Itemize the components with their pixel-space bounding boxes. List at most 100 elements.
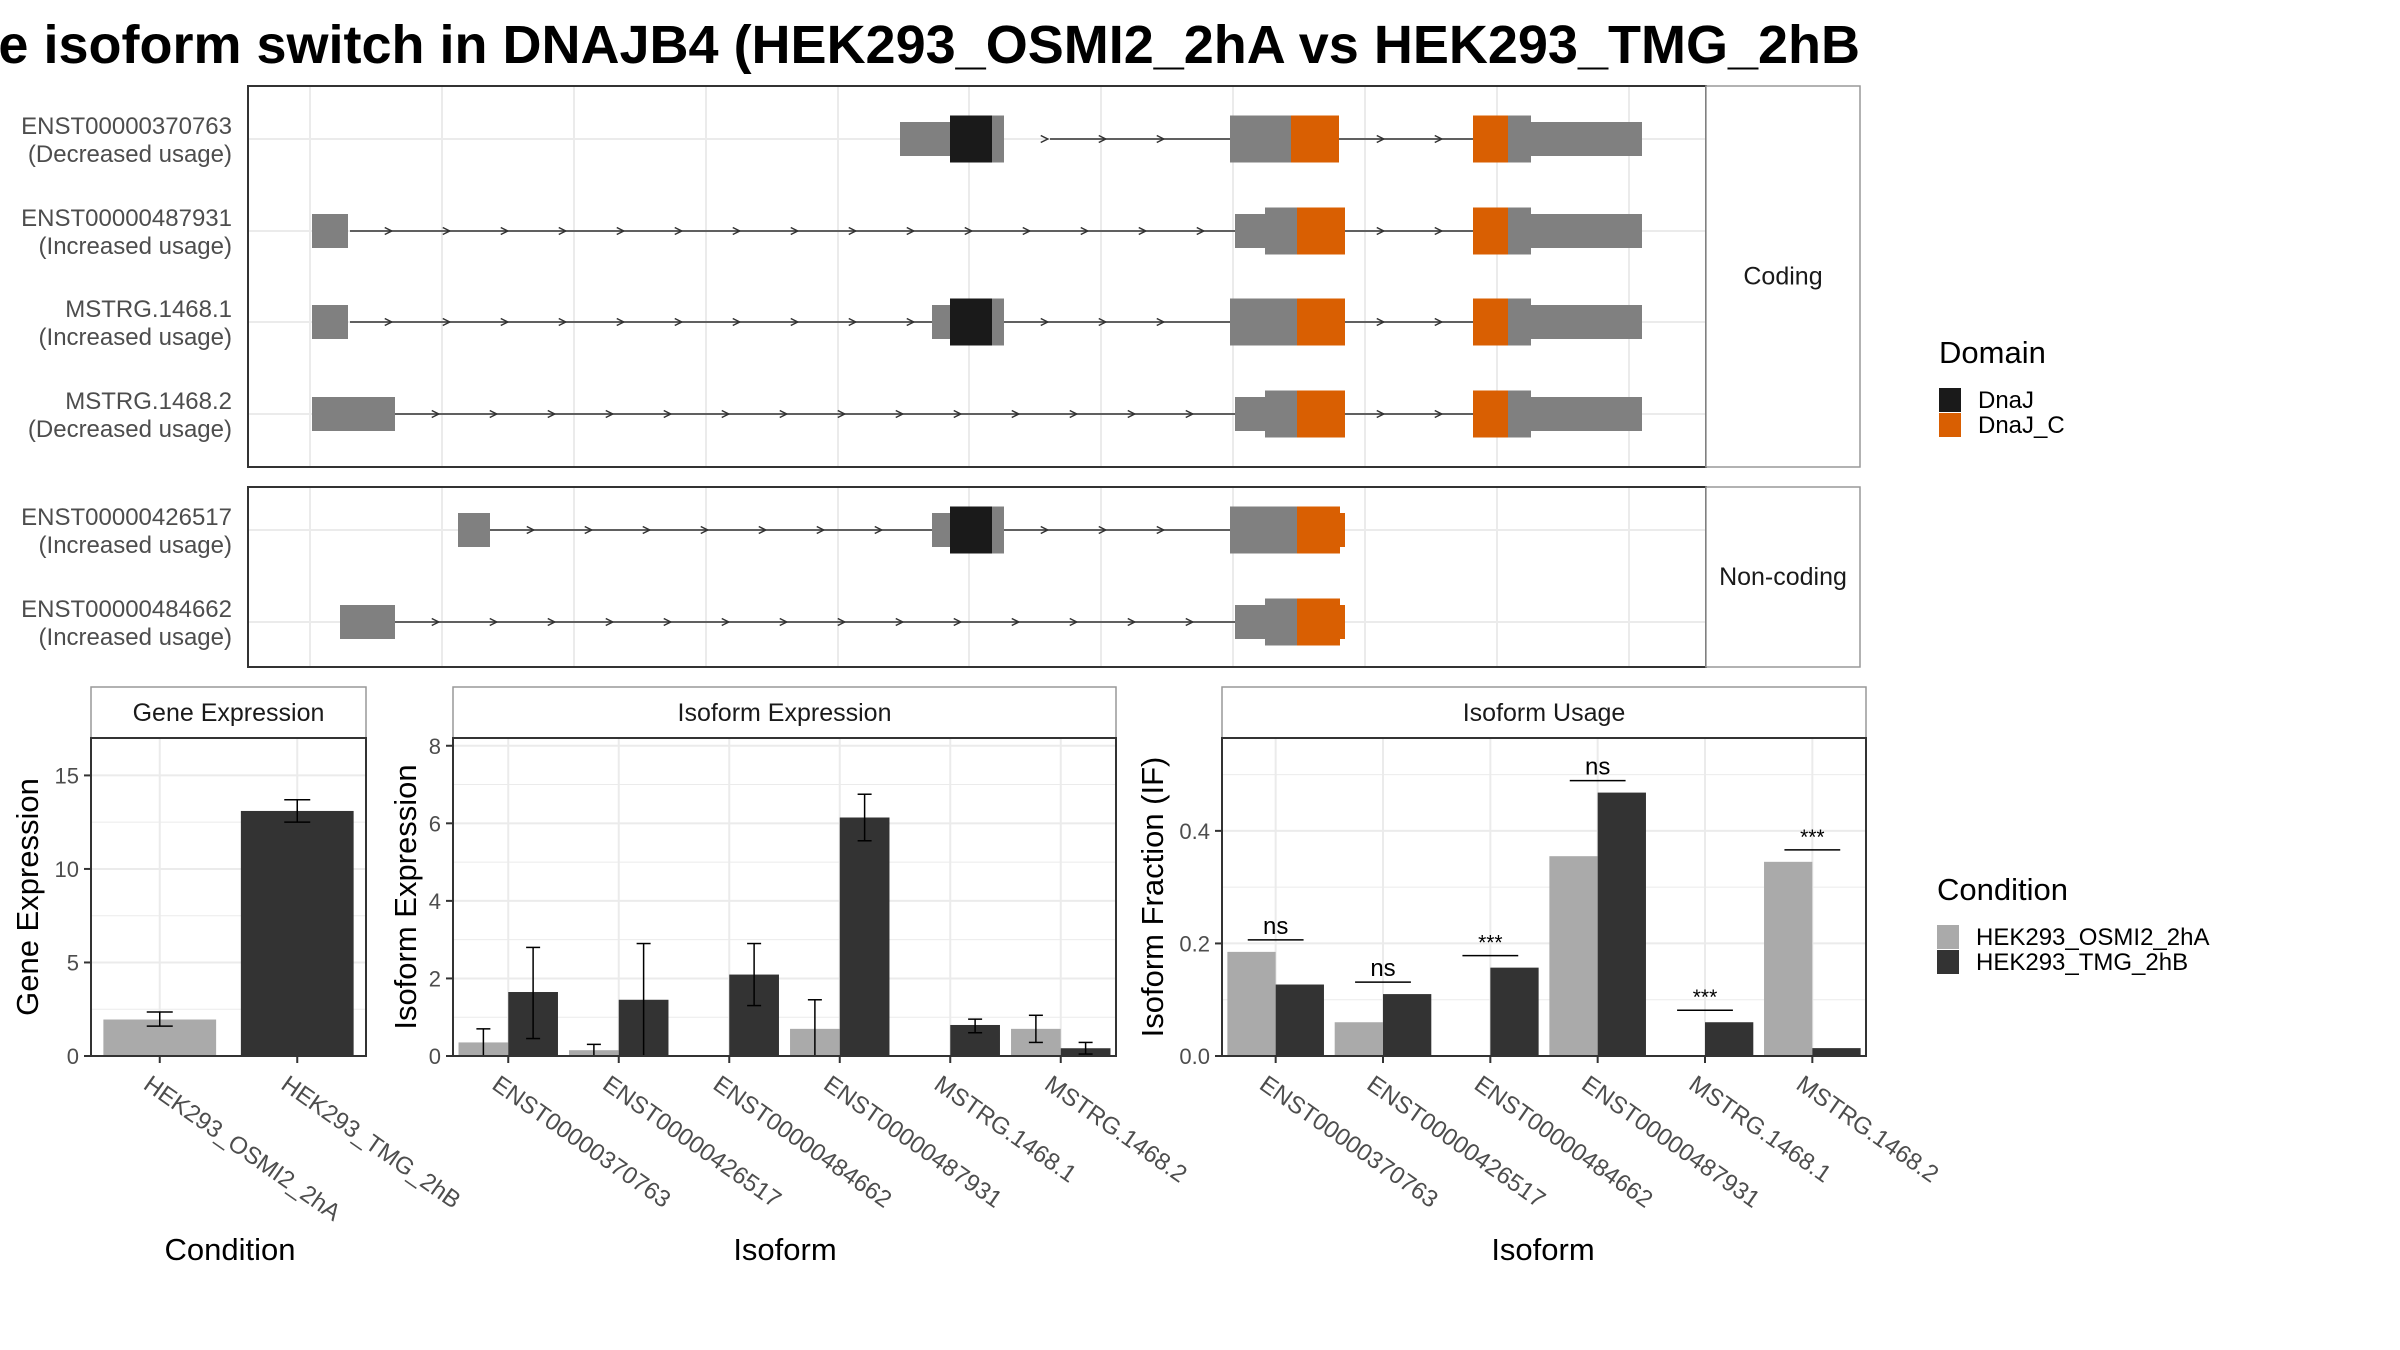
intron-direction-arrow xyxy=(1196,226,1206,236)
exon-block xyxy=(1508,207,1531,255)
exon-block xyxy=(932,305,950,339)
intron-direction-arrow xyxy=(1376,317,1386,327)
exon-block xyxy=(1531,305,1642,339)
dnaj-c-domain-block xyxy=(1473,115,1508,163)
intron-direction-arrow xyxy=(732,226,742,236)
intron-direction-arrow xyxy=(732,317,742,327)
transcript-id-label: ENST00000426517 xyxy=(21,504,232,531)
significance-label: *** xyxy=(1693,986,1718,1009)
y-tick-label: 0.4 xyxy=(1179,819,1210,844)
y-tick-label: 0.2 xyxy=(1179,931,1210,956)
bar xyxy=(1705,1022,1754,1056)
exon-block xyxy=(1235,397,1265,431)
significance-label: ns xyxy=(1370,955,1395,982)
y-tick-label: 15 xyxy=(55,763,79,788)
intron-direction-arrow xyxy=(558,317,568,327)
intron-direction-arrow xyxy=(1434,409,1444,419)
exon-block xyxy=(992,506,1004,554)
dnaj-c-domain-block xyxy=(1473,390,1508,438)
transcript-id-label: MSTRG.1468.1 xyxy=(65,296,232,323)
exon-block xyxy=(1230,298,1297,346)
transcript-id-label: MSTRG.1468.2 xyxy=(65,388,232,415)
exon-block xyxy=(458,513,490,547)
transcript-usage-label: (Increased usage) xyxy=(39,233,232,260)
x-tick-label: ENST00000370763 xyxy=(1255,1071,1443,1214)
exon-block xyxy=(312,305,348,339)
x-tick-label: ENST00000370763 xyxy=(487,1071,675,1214)
x-tick-label: ENST00000484662 xyxy=(1469,1071,1657,1214)
exon-block xyxy=(1230,115,1291,163)
facet-strip-label: Coding xyxy=(1743,263,1822,291)
significance-label: *** xyxy=(1478,932,1503,955)
y-axis-title: Isoform Expression xyxy=(388,764,423,1029)
y-axis-title: Gene Expression xyxy=(10,778,45,1016)
transcript-usage-label: (Increased usage) xyxy=(39,624,232,651)
y-tick-label: 6 xyxy=(429,811,441,836)
transcript-id-label: ENST00000370763 xyxy=(21,113,232,140)
intron-direction-arrow xyxy=(1376,409,1386,419)
domain-legend-title: Domain xyxy=(1939,335,2046,370)
chart-title: Gene Expression xyxy=(133,699,325,727)
intron-direction-arrow xyxy=(558,226,568,236)
transcript-usage-label: (Increased usage) xyxy=(39,324,232,351)
exon-block xyxy=(1508,115,1531,163)
condition-legend-label: HEK293_TMG_2hB xyxy=(1976,949,2188,976)
condition-legend-key xyxy=(1937,925,1959,949)
chart-title: Isoform Expression xyxy=(678,699,892,727)
intron-direction-arrow xyxy=(1156,134,1166,144)
intron-direction-arrow xyxy=(700,525,710,535)
intron-direction-arrow xyxy=(1376,226,1386,236)
plot-panel-border xyxy=(90,737,367,1057)
intron-direction-arrow xyxy=(848,317,858,327)
intron-direction-arrow xyxy=(1434,317,1444,327)
intron-direction-arrow xyxy=(431,409,441,419)
intron-direction-arrow xyxy=(431,617,441,627)
x-tick-label: ENST00000484662 xyxy=(708,1071,896,1214)
intron-direction-arrow xyxy=(953,409,963,419)
dnaj-c-domain-block xyxy=(1340,605,1345,639)
intron-direction-arrow xyxy=(1138,226,1148,236)
intron-direction-arrow xyxy=(837,409,847,419)
bar xyxy=(1275,984,1324,1056)
intron-direction-arrow xyxy=(1040,134,1050,144)
intron-direction-arrow xyxy=(1069,617,1079,627)
condition-legend-title: Condition xyxy=(1937,872,2068,907)
transcript-id-label: ENST00000484662 xyxy=(21,596,232,623)
dnaj-c-domain-block xyxy=(1297,298,1345,346)
exon-block xyxy=(1508,298,1531,346)
intron-direction-arrow xyxy=(1011,409,1021,419)
intron-direction-arrow xyxy=(500,317,510,327)
intron-direction-arrow xyxy=(663,409,673,419)
exon-block xyxy=(900,122,950,156)
dnaj-c-domain-block xyxy=(1297,506,1340,554)
bar xyxy=(1764,861,1813,1056)
intron-direction-arrow xyxy=(1156,525,1166,535)
chart-title: Isoform Usage xyxy=(1463,699,1626,727)
exon-block xyxy=(1265,598,1297,646)
significance-label: ns xyxy=(1263,913,1288,940)
x-axis-title: Isoform xyxy=(1491,1232,1594,1267)
dnaj-c-domain-block xyxy=(1473,207,1508,255)
intron-direction-arrow xyxy=(1040,525,1050,535)
transcript-usage-label: (Decreased usage) xyxy=(28,416,232,443)
intron-direction-arrow xyxy=(584,525,594,535)
intron-direction-arrow xyxy=(721,409,731,419)
dnaj-domain-block xyxy=(950,115,992,163)
intron-direction-arrow xyxy=(384,226,394,236)
dnaj-c-domain-block xyxy=(1297,207,1345,255)
intron-direction-arrow xyxy=(1185,409,1195,419)
intron-direction-arrow xyxy=(384,317,394,327)
intron-direction-arrow xyxy=(1376,134,1386,144)
intron-direction-arrow xyxy=(1127,409,1137,419)
y-tick-label: 2 xyxy=(429,966,441,991)
intron-direction-arrow xyxy=(1011,617,1021,627)
intron-direction-arrow xyxy=(616,317,626,327)
y-tick-label: 0.0 xyxy=(1179,1044,1210,1069)
intron-direction-arrow xyxy=(674,226,684,236)
bar xyxy=(839,817,890,1056)
intron-direction-arrow xyxy=(1434,226,1444,236)
exon-block xyxy=(1531,122,1642,156)
exon-block xyxy=(312,214,348,248)
